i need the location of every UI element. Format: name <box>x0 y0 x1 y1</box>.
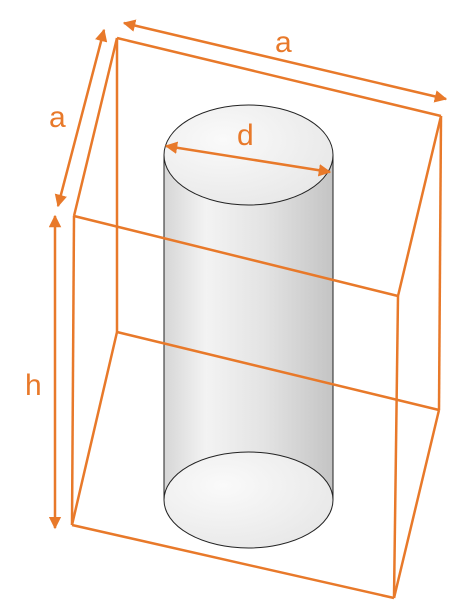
cylinder-body <box>164 155 333 500</box>
left-side-label: a <box>49 101 66 134</box>
top-side-label: a <box>275 26 292 59</box>
box-edge-vertical-back-right <box>437 115 443 411</box>
diameter-label: d <box>237 119 254 152</box>
box-edge-bottom-back <box>116 330 440 412</box>
box-edge-vertical-front-left <box>70 215 76 526</box>
top-side-arrow <box>122 19 448 103</box>
cylinder-bottom-ellipse <box>163 451 334 549</box>
box-edge-top-right <box>396 115 443 297</box>
left-side-arrow <box>54 28 108 208</box>
box-edge-bottom-left <box>70 331 119 526</box>
box-edge-bottom-right <box>392 409 441 599</box>
box-edge-bottom-front <box>71 523 395 600</box>
height-label: h <box>25 369 42 402</box>
dimension-arrows <box>48 19 448 530</box>
diameter-arrow <box>164 141 332 177</box>
box-edge-vertical-front-right <box>392 295 400 599</box>
box-edge-top-front <box>73 214 399 298</box>
cylinder <box>163 104 334 549</box>
